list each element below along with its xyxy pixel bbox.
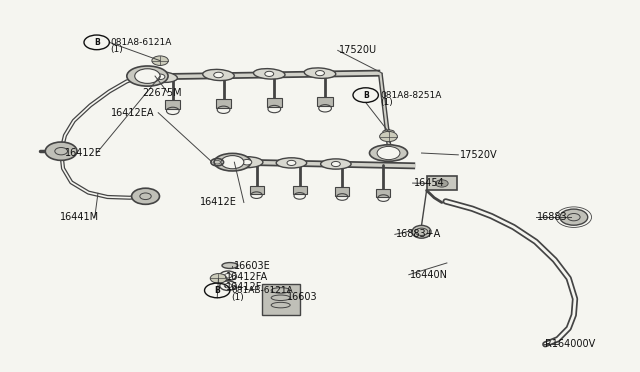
Circle shape xyxy=(221,155,244,169)
Circle shape xyxy=(265,71,274,76)
Text: (1): (1) xyxy=(380,98,393,107)
Text: 16883+A: 16883+A xyxy=(396,230,442,239)
Ellipse shape xyxy=(231,157,263,168)
Text: 16412F: 16412F xyxy=(226,282,262,292)
Text: 16603: 16603 xyxy=(287,292,317,302)
Ellipse shape xyxy=(127,66,168,86)
Ellipse shape xyxy=(369,145,408,161)
Text: 081A8-8251A: 081A8-8251A xyxy=(380,91,442,100)
Ellipse shape xyxy=(383,130,394,134)
Text: 081AB-6121A: 081AB-6121A xyxy=(231,286,293,295)
Ellipse shape xyxy=(304,68,336,78)
Ellipse shape xyxy=(253,68,285,79)
Text: 16412E: 16412E xyxy=(200,198,236,208)
Text: (1): (1) xyxy=(111,45,124,54)
Bar xyxy=(335,187,349,196)
Circle shape xyxy=(132,188,159,204)
Circle shape xyxy=(377,147,400,160)
Ellipse shape xyxy=(276,158,307,168)
Circle shape xyxy=(332,161,340,167)
Bar xyxy=(216,99,231,108)
Text: 16603E: 16603E xyxy=(234,261,271,271)
Circle shape xyxy=(214,72,223,78)
Bar xyxy=(376,189,390,197)
Circle shape xyxy=(152,56,168,65)
Bar xyxy=(317,97,333,106)
Ellipse shape xyxy=(143,71,177,83)
Bar xyxy=(267,98,282,107)
Text: 16440N: 16440N xyxy=(410,270,448,280)
Text: 16454: 16454 xyxy=(414,178,445,188)
Text: 16412FA: 16412FA xyxy=(226,272,268,282)
Ellipse shape xyxy=(203,69,234,81)
Text: 081A8-6121A: 081A8-6121A xyxy=(111,38,172,47)
Text: B: B xyxy=(94,38,100,47)
Bar xyxy=(292,186,307,195)
Circle shape xyxy=(156,74,165,80)
Ellipse shape xyxy=(412,225,431,238)
Bar xyxy=(427,176,457,190)
Bar xyxy=(262,284,300,315)
Circle shape xyxy=(435,180,448,187)
Ellipse shape xyxy=(321,159,351,169)
Text: 22675M: 22675M xyxy=(142,87,182,97)
Text: B: B xyxy=(363,91,369,100)
Circle shape xyxy=(211,273,227,283)
Circle shape xyxy=(243,160,252,165)
Ellipse shape xyxy=(222,263,238,269)
Text: 16883: 16883 xyxy=(537,212,568,222)
Text: B: B xyxy=(214,286,220,295)
Text: 16412E: 16412E xyxy=(65,148,102,158)
Circle shape xyxy=(560,209,588,225)
Bar xyxy=(250,186,264,194)
Text: 16412EA: 16412EA xyxy=(111,108,154,118)
Ellipse shape xyxy=(214,153,251,171)
Text: (1): (1) xyxy=(231,293,244,302)
Text: 17520V: 17520V xyxy=(460,150,497,160)
Circle shape xyxy=(45,142,77,160)
Bar xyxy=(165,100,180,109)
Circle shape xyxy=(287,160,296,166)
Circle shape xyxy=(135,69,160,83)
Text: R164000V: R164000V xyxy=(545,339,595,349)
Text: 16441M: 16441M xyxy=(60,212,99,222)
Circle shape xyxy=(316,71,324,76)
Circle shape xyxy=(380,131,397,142)
Text: 17520U: 17520U xyxy=(339,45,377,55)
